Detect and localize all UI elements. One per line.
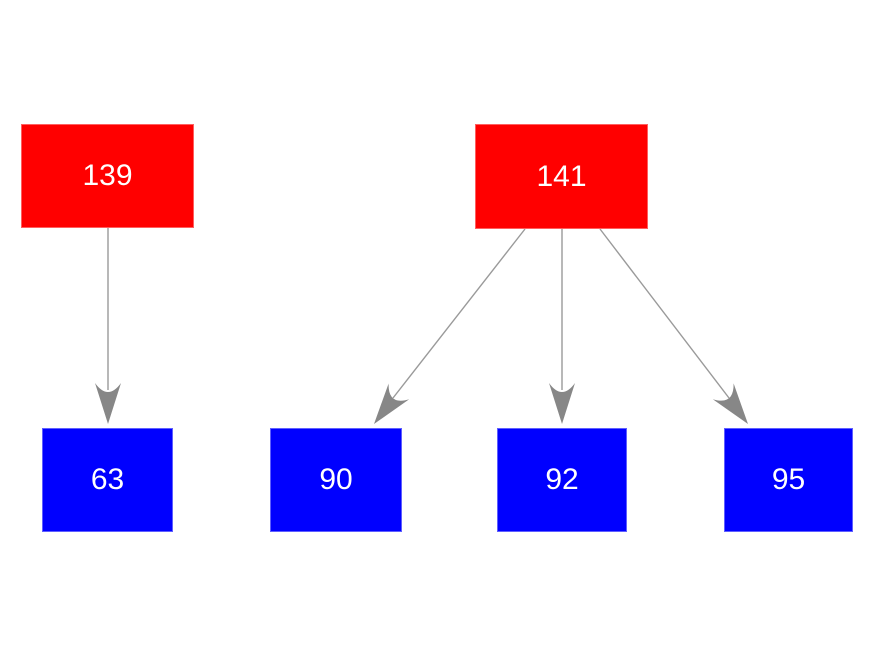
edge-141-95: [599, 228, 748, 424]
node-141[interactable]: 141: [475, 124, 648, 229]
node-63[interactable]: 63: [42, 428, 173, 532]
edge-line: [392, 228, 526, 399]
node-label: 95: [771, 463, 806, 496]
edge-line: [599, 228, 730, 399]
node-92[interactable]: 92: [497, 428, 627, 532]
node-label: 90: [319, 463, 353, 496]
edge-139-63: [95, 228, 121, 424]
arrowhead-icon: [374, 383, 410, 424]
node-label: 141: [536, 159, 587, 193]
edge-141-90: [374, 228, 526, 424]
node-label: 92: [545, 463, 579, 496]
node-90[interactable]: 90: [270, 428, 402, 532]
arrowhead-icon: [712, 383, 748, 424]
edge-141-92: [549, 229, 575, 424]
node-label: 139: [82, 159, 133, 192]
node-95[interactable]: 95: [724, 428, 853, 532]
arrowhead-icon: [549, 383, 575, 424]
node-label: 63: [90, 463, 125, 496]
node-139[interactable]: 139: [21, 124, 194, 228]
arrowhead-icon: [95, 383, 121, 424]
